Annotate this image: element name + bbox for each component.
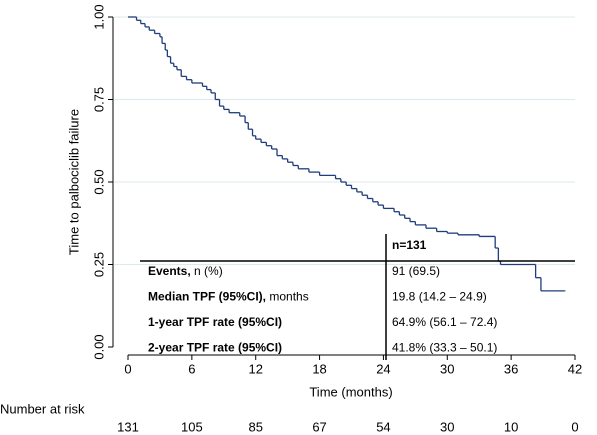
label-bold: Events, — [148, 264, 191, 278]
x-axis-label: Time (months) — [309, 384, 392, 399]
table-label: Median TPF (95%CI), months — [148, 290, 309, 304]
label-bold: Median TPF (95%CI), — [148, 290, 266, 304]
km-drop — [135, 17, 542, 291]
risk-value: 105 — [181, 419, 203, 434]
table-header: n=131 — [392, 238, 427, 252]
label-bold: 2-year TPF rate (95%CI) — [148, 341, 282, 355]
x-tick-label: 36 — [504, 361, 518, 376]
x-tick-label: 6 — [188, 361, 195, 376]
y-tick-label: 0.25 — [91, 252, 106, 277]
table-value: 19.8 (14.2 – 24.9) — [392, 290, 487, 304]
x-tick-label: 24 — [376, 361, 390, 376]
table-value: 91 (69.5) — [392, 264, 440, 278]
y-axis-label: Time to palbociclib failure — [66, 109, 81, 255]
risk-value: 0 — [571, 419, 578, 434]
table-value: 41.8% (33.3 – 50.1) — [392, 341, 497, 355]
risk-value: 131 — [117, 419, 139, 434]
x-tick-label: 18 — [312, 361, 326, 376]
risk-title: Number at risk — [0, 401, 85, 416]
label-text: months — [269, 290, 308, 304]
x-tick-label: 30 — [440, 361, 454, 376]
label-text: n (%) — [194, 264, 223, 278]
label-bold: 1-year TPF rate (95%CI) — [148, 315, 282, 329]
risk-value: 85 — [248, 419, 262, 434]
x-tick-label: 12 — [248, 361, 262, 376]
table-label: Events, n (%) — [148, 264, 223, 278]
x-tick-label: 0 — [124, 361, 131, 376]
table-label: 1-year TPF rate (95%CI) — [148, 315, 282, 329]
risk-value: 10 — [504, 419, 518, 434]
risk-value: 30 — [440, 419, 454, 434]
risk-value: 54 — [376, 419, 390, 434]
x-tick-label: 42 — [568, 361, 582, 376]
table-label: 2-year TPF rate (95%CI) — [148, 341, 282, 355]
y-tick-label: 0.75 — [91, 87, 106, 112]
y-tick-label: 0.50 — [91, 169, 106, 194]
y-tick-label: 1.00 — [91, 4, 106, 29]
y-tick-label: 0.00 — [91, 334, 106, 359]
risk-value: 67 — [312, 419, 326, 434]
table-value: 64.9% (56.1 – 72.4) — [392, 315, 497, 329]
